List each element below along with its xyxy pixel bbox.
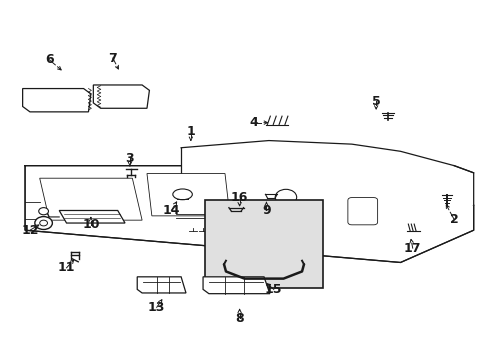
Text: 16: 16 xyxy=(230,192,248,204)
Circle shape xyxy=(275,189,296,205)
Text: 17: 17 xyxy=(403,242,421,255)
Polygon shape xyxy=(181,148,473,241)
Text: 8: 8 xyxy=(235,311,244,325)
Text: 9: 9 xyxy=(262,204,270,217)
FancyBboxPatch shape xyxy=(347,198,377,225)
Polygon shape xyxy=(59,211,125,223)
Text: 4: 4 xyxy=(249,116,258,129)
Text: 7: 7 xyxy=(108,51,117,64)
Polygon shape xyxy=(93,85,149,108)
Text: 1: 1 xyxy=(186,125,195,138)
Polygon shape xyxy=(147,174,229,216)
Bar xyxy=(205,200,322,288)
Text: 3: 3 xyxy=(125,152,134,165)
Text: 6: 6 xyxy=(45,53,54,66)
Text: 2: 2 xyxy=(449,213,458,226)
Polygon shape xyxy=(137,277,185,293)
Text: 10: 10 xyxy=(82,218,100,231)
Polygon shape xyxy=(40,178,142,220)
Text: 14: 14 xyxy=(163,204,180,217)
Text: 11: 11 xyxy=(58,261,75,274)
Circle shape xyxy=(35,217,52,229)
Text: 12: 12 xyxy=(21,224,39,237)
Polygon shape xyxy=(25,166,473,262)
Text: 15: 15 xyxy=(264,283,282,296)
Circle shape xyxy=(39,208,48,215)
Text: 5: 5 xyxy=(371,95,380,108)
Ellipse shape xyxy=(172,189,192,200)
Polygon shape xyxy=(203,277,269,294)
Polygon shape xyxy=(22,89,91,112)
Circle shape xyxy=(40,220,47,226)
Text: 13: 13 xyxy=(148,301,165,314)
